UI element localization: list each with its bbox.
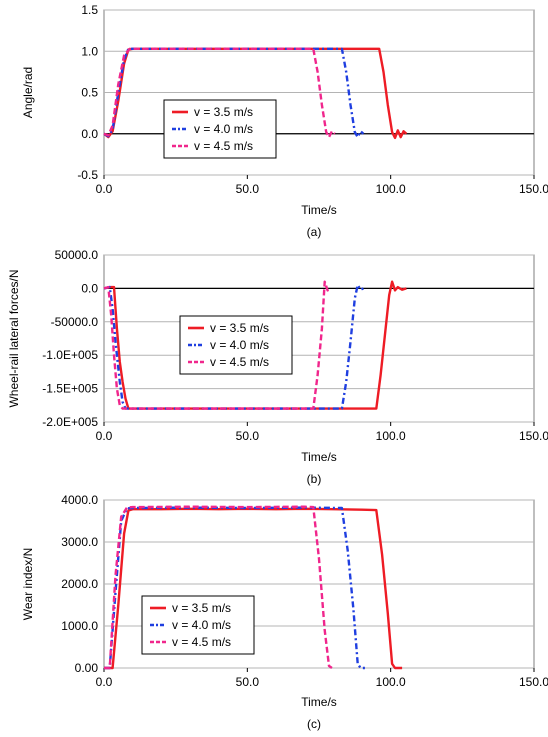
y-axis-label: Wear index/N	[21, 548, 35, 620]
y-tick-label: 1.0	[81, 44, 98, 58]
y-tick-label: -2.0E+005	[42, 415, 98, 429]
x-tick-label: 0.0	[96, 182, 113, 196]
legend-label-2: v = 4.5 m/s	[210, 355, 269, 369]
y-tick-label: 0.0	[81, 127, 98, 141]
panel-label: (b)	[307, 472, 322, 486]
y-tick-label: -1.0E+005	[42, 348, 98, 362]
series-line-2	[103, 280, 332, 410]
x-tick-label: 100.0	[376, 675, 406, 689]
x-tick-label: 50.0	[236, 429, 260, 443]
series-line-2	[103, 47, 336, 139]
series-line-2	[104, 505, 333, 670]
series-line-0	[104, 507, 403, 670]
legend-label-0: v = 3.5 m/s	[194, 105, 253, 119]
x-tick-label: 150.0	[519, 182, 548, 196]
x-axis-label: Time/s	[301, 203, 337, 217]
legend-label-0: v = 3.5 m/s	[172, 601, 231, 615]
legend-label-1: v = 4.0 m/s	[210, 338, 269, 352]
series-line-1	[104, 506, 365, 670]
y-tick-label: 2000.0	[61, 577, 98, 591]
legend-label-1: v = 4.0 m/s	[172, 618, 231, 632]
chart-panel-2: 0.00 1000.0 2000.0 3000.0 4000.0 0.0 50.0 100.0…	[21, 493, 548, 731]
y-axis-label: Wheel-rail lateral forces/N	[7, 269, 21, 407]
y-tick-label: -0.5	[77, 168, 98, 182]
y-tick-label: 3000.0	[61, 535, 98, 549]
x-tick-label: 100.0	[376, 429, 406, 443]
plot-area	[103, 254, 535, 423]
panel-label: (a)	[307, 225, 322, 239]
legend: v = 3.5 m/s v = 4.0 m/s v = 4.5 m/s	[163, 99, 277, 159]
chart-panel-0: -0.50.00.51.01.50.0 50.0 100.0 150.0Time/sA…	[21, 3, 548, 239]
y-tick-label: 4000.0	[61, 493, 98, 507]
series-line-0	[103, 47, 408, 140]
y-tick-label: 1000.0	[61, 619, 98, 633]
x-tick-label: 50.0	[236, 182, 260, 196]
x-tick-label: 0.0	[96, 429, 113, 443]
y-tick-label: 0.00	[75, 661, 99, 675]
y-axis-label: Angle/rad	[21, 67, 35, 118]
y-tick-label: -1.5E+005	[42, 382, 98, 396]
y-tick-label: 0.0	[81, 281, 98, 295]
x-tick-label: 150.0	[519, 675, 548, 689]
y-tick-label: -50000.0	[51, 315, 99, 329]
x-tick-label: 150.0	[519, 429, 548, 443]
legend-label-0: v = 3.5 m/s	[210, 321, 269, 335]
y-tick-label: 1.5	[81, 3, 98, 17]
y-tick-label: 50000.0	[55, 248, 99, 262]
x-axis-label: Time/s	[301, 450, 337, 464]
legend-label-2: v = 4.5 m/s	[172, 635, 231, 649]
chart-panel-1: -2.0E+005 -1.5E+005 -1.0E+005 -50000.0 0.0 50…	[7, 248, 548, 486]
series-line-0	[103, 280, 407, 410]
legend-label-2: v = 4.5 m/s	[194, 139, 253, 153]
x-tick-label: 50.0	[236, 675, 260, 689]
legend: v = 3.5 m/s v = 4.0 m/s v = 4.5 m/s	[179, 315, 293, 375]
x-axis-label: Time/s	[301, 695, 337, 709]
legend-box	[163, 99, 277, 159]
legend-label-1: v = 4.0 m/s	[194, 122, 253, 136]
x-tick-label: 100.0	[376, 182, 406, 196]
y-tick-label: 0.5	[81, 86, 98, 100]
panel-label: (c)	[307, 717, 321, 731]
legend: v = 3.5 m/s v = 4.0 m/s v = 4.5 m/s	[141, 595, 255, 655]
x-tick-label: 0.0	[96, 675, 113, 689]
